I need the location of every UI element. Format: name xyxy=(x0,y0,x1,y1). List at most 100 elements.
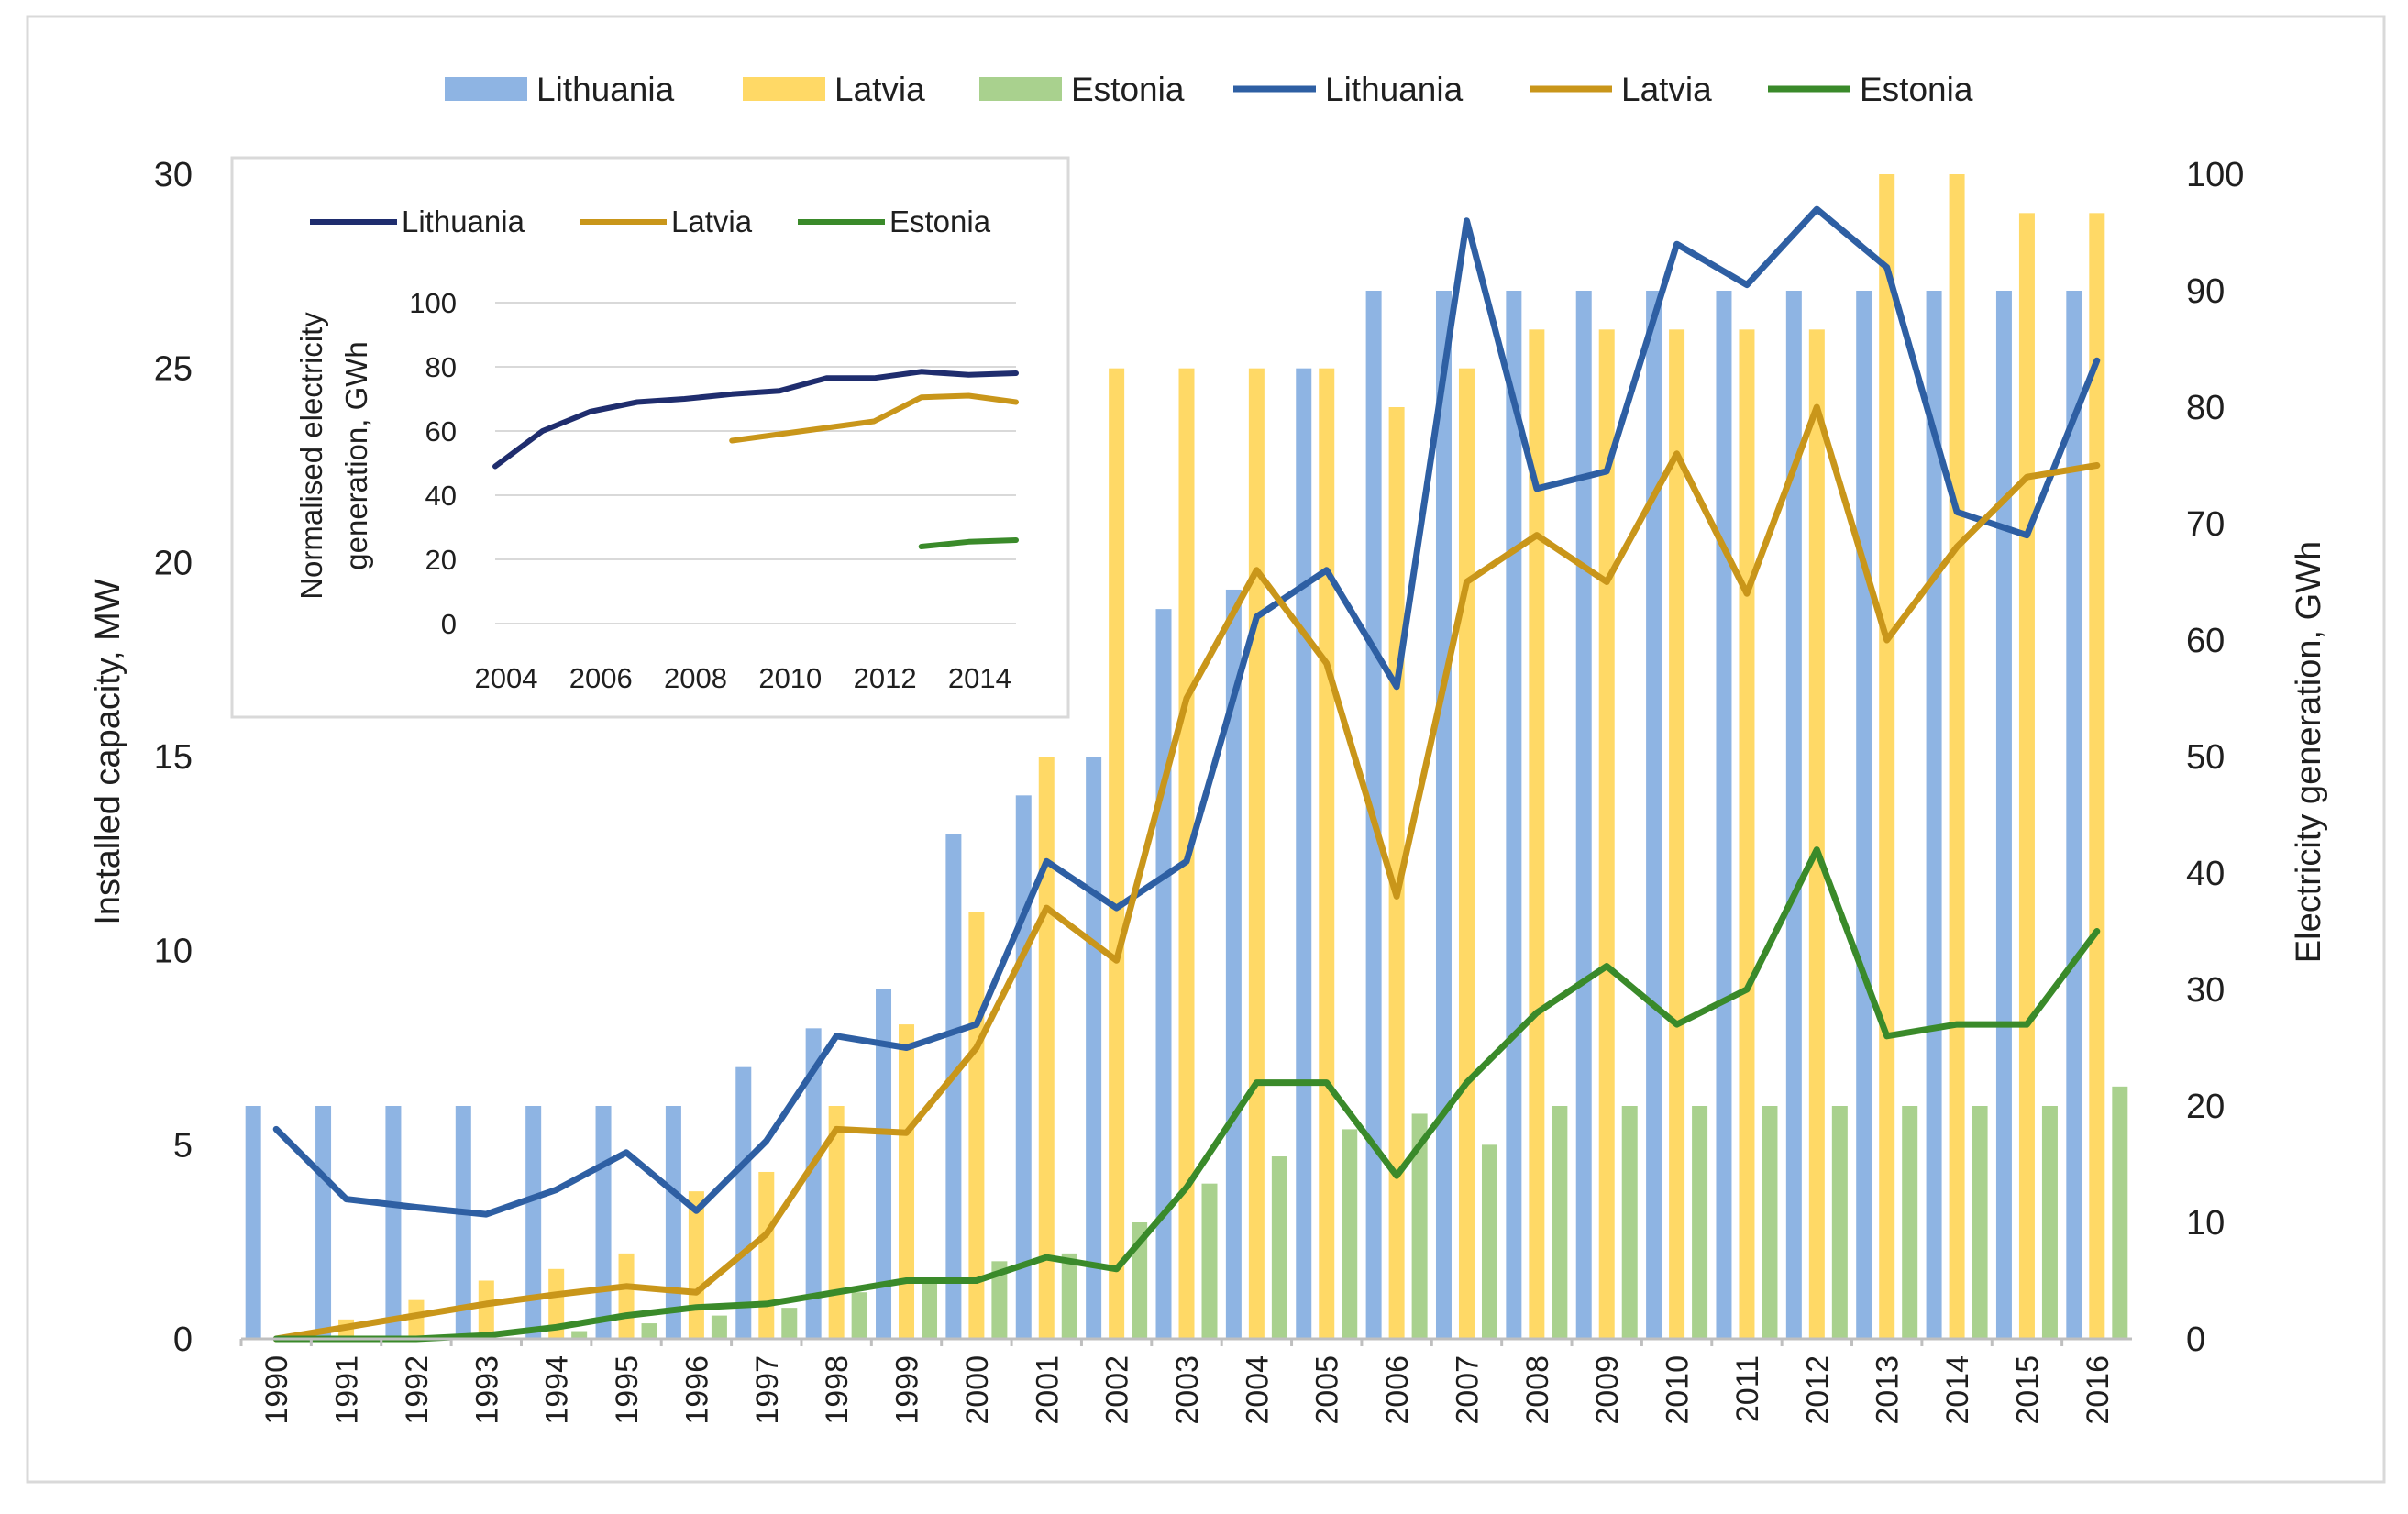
bar-lithuania-2015 xyxy=(1995,291,2012,1339)
inset-x-tick-label: 2010 xyxy=(758,662,822,694)
bar-latvia-2009 xyxy=(1598,329,1615,1339)
bar-lithuania-1994 xyxy=(525,1106,542,1339)
bar-estonia-2008 xyxy=(1552,1106,1568,1339)
main-x-tick-label: 2008 xyxy=(1520,1355,1555,1425)
inset-x-tick-label: 2006 xyxy=(569,662,633,694)
legend-label-bar-latvia: Latvia xyxy=(834,71,925,108)
main-left-tick-label: 25 xyxy=(154,350,193,389)
bar-estonia-2012 xyxy=(1831,1106,1848,1339)
main-x-tick-label: 1993 xyxy=(469,1355,504,1425)
inset-gridlines xyxy=(495,302,1016,624)
main-x-tick-label: 2000 xyxy=(960,1355,995,1425)
inset-line-latvia xyxy=(729,392,1019,444)
bar-estonia-1994 xyxy=(571,1331,588,1339)
inset-lines xyxy=(492,369,1019,549)
inset-y-axis-title-line-1: Normalised electricity xyxy=(294,312,328,600)
main-axes: 0 5 10 15 20 25 30 0 10 20 30 40 50 60 70 80 90 100 1990 19… xyxy=(154,156,2245,1425)
bar-lithuania-1992 xyxy=(385,1106,402,1339)
bar-estonia-2010 xyxy=(1692,1106,1708,1339)
bar-latvia-2014 xyxy=(1949,174,1965,1339)
bar-estonia-2016 xyxy=(2112,1086,2128,1339)
bar-lithuania-2009 xyxy=(1575,291,1592,1339)
bar-latvia-2000 xyxy=(968,912,985,1339)
bar-latvia-2015 xyxy=(2018,213,2035,1339)
bar-latvia-1993 xyxy=(478,1280,494,1339)
bar-lithuania-1996 xyxy=(665,1106,681,1339)
bar-estonia-1999 xyxy=(922,1280,938,1339)
main-x-tick-label: 2003 xyxy=(1170,1355,1205,1425)
main-x-tick-label: 1999 xyxy=(890,1355,925,1425)
bar-lithuania-2013 xyxy=(1856,291,1872,1339)
bar-lithuania-1999 xyxy=(876,989,892,1339)
bar-estonia-2004 xyxy=(1271,1156,1287,1339)
bar-lithuania-2014 xyxy=(1926,291,1942,1339)
bar-lithuania-2012 xyxy=(1785,291,1802,1339)
bar-latvia-2005 xyxy=(1319,368,1335,1340)
bar-estonia-2006 xyxy=(1411,1113,1428,1339)
inset-line-lithuania xyxy=(492,369,1019,470)
main-x-tick-label: 1994 xyxy=(540,1355,575,1425)
bar-latvia-1992 xyxy=(408,1299,425,1339)
main-x-tick-label: 1990 xyxy=(260,1355,294,1425)
bar-estonia-2011 xyxy=(1762,1106,1778,1339)
bar-lithuania-2016 xyxy=(2066,291,2082,1339)
bar-estonia-1995 xyxy=(641,1323,657,1339)
legend-label-bar-estonia: Estonia xyxy=(1071,71,1185,108)
bar-lithuania-1990 xyxy=(245,1106,261,1339)
bar-lithuania-2010 xyxy=(1646,291,1662,1339)
bar-lithuania-2001 xyxy=(1015,795,1032,1339)
main-x-tick-label: 2009 xyxy=(1590,1355,1625,1425)
bar-lithuania-1993 xyxy=(455,1106,471,1339)
main-x-tick-label: 1995 xyxy=(610,1355,645,1425)
bar-lithuania-2000 xyxy=(945,834,962,1339)
main-left-axis-title: Installed capacity, MW xyxy=(89,579,127,924)
bar-estonia-2007 xyxy=(1481,1144,1497,1339)
bar-lithuania-1998 xyxy=(805,1028,822,1339)
inset-x-tick-label: 2012 xyxy=(854,662,917,694)
main-right-tick-label: 10 xyxy=(2186,1204,2225,1243)
main-bars xyxy=(245,174,2128,1340)
legend-swatch-bar-estonia xyxy=(979,77,1062,101)
main-left-tick-label: 20 xyxy=(154,544,193,582)
main-x-tick-label: 2013 xyxy=(1871,1355,1905,1425)
main-lines xyxy=(272,205,2101,1343)
main-right-tick-label: 70 xyxy=(2186,505,2225,544)
bar-lithuania-1991 xyxy=(315,1106,332,1339)
inset-legend-label-estonia: Estonia xyxy=(889,204,991,238)
main-x-tick-label: 1992 xyxy=(400,1355,435,1425)
bar-estonia-2005 xyxy=(1342,1129,1358,1339)
inset-legend: Lithuania Latvia Estonia xyxy=(310,204,991,238)
main-left-tick-label: 0 xyxy=(173,1321,193,1359)
inset-legend-label-lithuania: Lithuania xyxy=(402,204,525,238)
main-x-tick-label: 2007 xyxy=(1450,1355,1485,1425)
inset-line-estonia xyxy=(918,537,1019,549)
bar-latvia-2013 xyxy=(1879,174,1895,1339)
inset-y-axis-title-line-2: generation, GWh xyxy=(339,341,373,569)
main-x-tick-label: 1991 xyxy=(330,1355,365,1425)
bar-estonia-1998 xyxy=(851,1292,867,1339)
main-x-tick-label: 2016 xyxy=(2081,1355,2115,1425)
bar-latvia-2004 xyxy=(1248,368,1265,1340)
bar-latvia-2012 xyxy=(1808,329,1825,1339)
bar-estonia-2013 xyxy=(1902,1106,1918,1339)
bar-latvia-1999 xyxy=(899,1024,915,1339)
main-right-tick-label: 80 xyxy=(2186,389,2225,427)
main-x-tick-label: 2001 xyxy=(1030,1355,1065,1425)
bar-lithuania-2011 xyxy=(1716,291,1732,1339)
bar-latvia-1995 xyxy=(618,1253,635,1339)
main-right-tick-label: 0 xyxy=(2186,1321,2205,1359)
bar-lithuania-2008 xyxy=(1506,291,1522,1339)
main-legend: Lithuania Latvia Estonia Lithuania Latvia Est… xyxy=(445,71,1973,108)
legend-label-line-latvia: Latvia xyxy=(1621,71,1712,108)
main-x-tick-label: 1996 xyxy=(679,1355,714,1425)
bar-lithuania-2003 xyxy=(1155,609,1172,1339)
legend-swatch-bar-lithuania xyxy=(445,77,527,101)
inset-y-tick-label: 60 xyxy=(425,415,457,448)
inset-y-tick-label: 100 xyxy=(409,287,457,319)
bar-latvia-1996 xyxy=(688,1191,704,1339)
bar-latvia-1994 xyxy=(548,1268,565,1339)
legend-label-bar-lithuania: Lithuania xyxy=(536,71,675,108)
main-right-tick-label: 30 xyxy=(2186,971,2225,1010)
